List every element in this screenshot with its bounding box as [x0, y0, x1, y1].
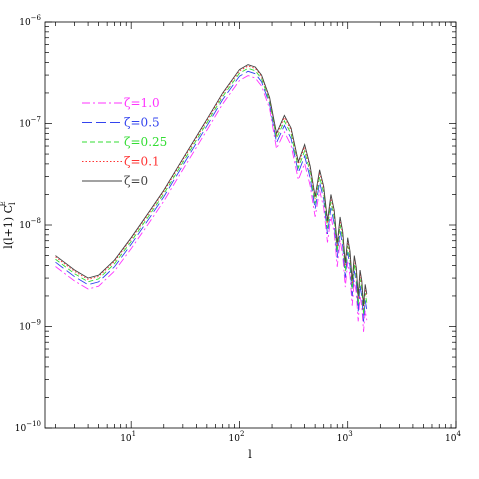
series-line [55, 64, 368, 306]
legend-label: ζ=0.25 [124, 135, 167, 149]
y-axis-label-sub: l [8, 202, 17, 205]
y-axis-label-main: l(l+1) C [2, 205, 15, 249]
x-tick-label: 104 [445, 430, 461, 444]
series-line [55, 67, 368, 315]
axis-ticks: 101 102 103 104 10−10 10−9 10−8 10−7 10−6 [15, 14, 462, 444]
x-axis-label: l [248, 448, 252, 461]
y-tick-label: 10−7 [19, 116, 41, 130]
legend-label: ζ=0 [124, 174, 148, 188]
y-axis-label-sup: E [0, 201, 7, 206]
y-tick-label: 10−8 [19, 217, 41, 231]
legend: ζ=1.0 ζ=0.5 ζ=0.25 ζ=0.1 ζ=0 [82, 96, 167, 188]
series-curves [55, 64, 368, 332]
series-line [55, 65, 368, 310]
y-tick-label: 10−9 [19, 319, 41, 333]
legend-label: ζ=0.1 [124, 155, 160, 169]
series-line [55, 75, 368, 332]
legend-label: ζ=1.0 [124, 96, 160, 110]
axis-labels: l l(l+1) ClE [0, 201, 252, 461]
x-tick-label: 102 [228, 430, 244, 444]
y-tick-label: 10−10 [15, 420, 41, 434]
series-line [55, 70, 368, 322]
x-tick-label: 103 [337, 430, 353, 444]
legend-label: ζ=0.5 [124, 116, 160, 130]
y-tick-label: 10−6 [19, 14, 41, 28]
plot-frame [44, 21, 457, 429]
x-tick-label: 101 [120, 430, 136, 444]
y-axis-label: l(l+1) ClE [0, 201, 17, 248]
